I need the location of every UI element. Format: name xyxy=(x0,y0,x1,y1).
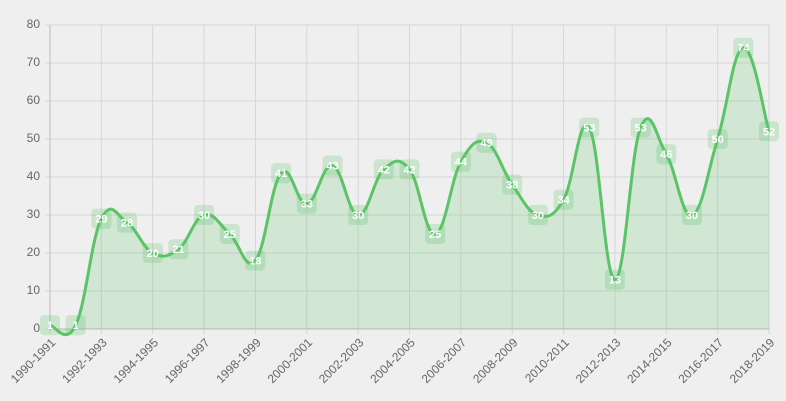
y-tick-label: 20 xyxy=(27,245,41,259)
data-label: 42 xyxy=(378,164,390,176)
data-label-bg xyxy=(656,144,677,165)
data-label-bg xyxy=(91,208,112,229)
x-tick-label: 2016-2017 xyxy=(676,335,727,386)
data-label-bg xyxy=(604,269,625,290)
data-label-bg xyxy=(502,174,523,195)
data-label-bg xyxy=(168,239,189,260)
data-label: 30 xyxy=(352,210,364,222)
data-label: 25 xyxy=(429,229,441,241)
data-label: 53 xyxy=(634,123,646,135)
y-tick-label: 80 xyxy=(27,17,41,31)
data-label-bg xyxy=(271,163,292,184)
data-label-bg xyxy=(245,250,266,271)
data-label-bg xyxy=(553,189,574,210)
data-label: 53 xyxy=(583,123,595,135)
data-label-bg xyxy=(476,132,497,153)
data-label: 21 xyxy=(172,244,184,256)
data-label: 42 xyxy=(403,164,415,176)
data-label: 30 xyxy=(686,210,698,222)
y-tick-label: 50 xyxy=(27,131,41,145)
data-label-bg xyxy=(630,117,651,138)
x-tick-label: 2006-2007 xyxy=(419,335,470,386)
data-label: 25 xyxy=(224,229,236,241)
data-label-bg xyxy=(142,243,163,263)
y-tick-label: 0 xyxy=(33,321,40,335)
data-label-bg xyxy=(733,37,754,58)
x-tick-label: 1992-1993 xyxy=(59,335,110,386)
data-label-bg xyxy=(117,212,138,233)
data-label: 20 xyxy=(147,248,159,260)
y-tick-label: 10 xyxy=(27,283,41,297)
data-label: 41 xyxy=(275,168,287,180)
data-label-bg xyxy=(194,205,215,225)
data-label: 50 xyxy=(712,134,724,146)
data-label: 52 xyxy=(763,126,775,138)
data-label: 49 xyxy=(480,138,492,150)
x-tick-label: 2010-2011 xyxy=(522,335,572,385)
x-tick-label: 1998-1999 xyxy=(213,335,264,386)
x-tick-label: 2000-2001 xyxy=(265,335,316,386)
y-tick-label: 70 xyxy=(27,55,41,69)
x-tick-label: 2018-2019 xyxy=(727,335,778,386)
x-tick-label: 2014-2015 xyxy=(624,335,675,386)
data-label-bg xyxy=(759,121,779,142)
x-tick-label: 2012-2013 xyxy=(573,335,624,386)
data-label-bg xyxy=(373,159,394,180)
x-tick-label: 2002-2003 xyxy=(316,335,367,386)
data-label: 1 xyxy=(47,320,53,332)
data-label-bg xyxy=(450,151,471,172)
line xyxy=(49,46,771,337)
data-label: 1 xyxy=(73,320,79,332)
data-label: 38 xyxy=(506,180,518,192)
data-label-bg xyxy=(527,205,548,225)
area xyxy=(50,47,769,335)
data-label: 28 xyxy=(121,218,133,230)
data-label-bg xyxy=(579,117,600,138)
data-label-bg xyxy=(681,205,702,225)
data-label: 74 xyxy=(737,43,750,55)
data-label-bg xyxy=(40,315,60,336)
y-tick-label: 60 xyxy=(27,93,41,107)
x-tick-label: 1994-1995 xyxy=(111,335,162,386)
data-label: 30 xyxy=(532,210,544,222)
data-label: 44 xyxy=(455,157,468,169)
data-label-bg xyxy=(425,224,446,244)
x-tick-label: 2004-2005 xyxy=(367,335,418,386)
data-label-bg xyxy=(399,159,420,180)
data-label-bg xyxy=(296,193,317,214)
data-label: 29 xyxy=(95,214,107,226)
data-label-bg xyxy=(322,155,343,176)
data-label-bg xyxy=(219,224,240,244)
data-label-bg xyxy=(707,129,728,149)
data-label: 33 xyxy=(301,199,313,211)
data-label: 13 xyxy=(609,275,621,287)
x-tick-label: 2008-2009 xyxy=(470,335,521,386)
y-tick-label: 30 xyxy=(27,207,41,221)
data-label-bg xyxy=(65,315,86,336)
x-tick-label: 1996-1997 xyxy=(162,335,213,386)
data-label: 18 xyxy=(249,256,261,268)
data-label-bg xyxy=(348,205,369,225)
x-tick-label: 1990-1991 xyxy=(8,335,59,386)
y-tick-label: 40 xyxy=(27,169,41,183)
data-label: 30 xyxy=(198,210,210,222)
data-label: 43 xyxy=(326,161,338,173)
data-label: 34 xyxy=(557,195,570,207)
data-label: 46 xyxy=(660,149,672,161)
